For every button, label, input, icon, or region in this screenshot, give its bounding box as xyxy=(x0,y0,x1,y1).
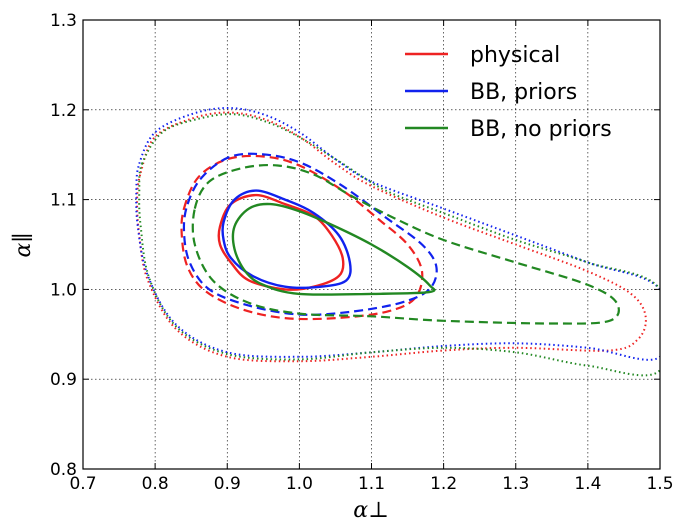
contour-inner-series-3 xyxy=(231,202,436,296)
y-axis-label: α∥ xyxy=(11,232,36,257)
y-tick-label: 1.0 xyxy=(50,280,77,300)
y-tick-label: 0.8 xyxy=(50,460,77,480)
legend-label: BB, priors xyxy=(470,80,577,105)
contour-middle-series-2 xyxy=(182,152,438,316)
x-tick-label: 1.3 xyxy=(502,474,529,494)
contour-inner-series-2 xyxy=(221,189,352,289)
x-tick-label: 1.5 xyxy=(646,474,673,494)
x-tick-label: 0.9 xyxy=(214,474,241,494)
x-tick-label: 1.4 xyxy=(574,474,601,494)
x-axis-label: α⊥ xyxy=(353,498,389,523)
y-axis-ticks: 0.8 0.9 1.0 1.1 1.2 1.3 xyxy=(50,11,660,480)
contour-series-group xyxy=(135,107,660,377)
x-tick-label: 1.2 xyxy=(430,474,457,494)
x-tick-label: 0.8 xyxy=(142,474,169,494)
plot-area xyxy=(135,107,660,377)
y-tick-label: 1.1 xyxy=(50,191,77,211)
contour-outer-series-3 xyxy=(138,113,660,377)
x-axis-ticks: 0.7 0.8 0.9 1.0 1.1 1.2 1.3 1.4 1.5 xyxy=(69,20,674,494)
x-tick-label: 1.0 xyxy=(286,474,313,494)
x-tick-label: 1.1 xyxy=(358,474,385,494)
contour-middle-series-1 xyxy=(180,154,424,321)
y-tick-label: 1.3 xyxy=(50,11,77,31)
legend: physical BB, priors BB, no priors xyxy=(405,43,612,142)
contour-outer-series-2 xyxy=(135,107,660,361)
contour-middle-series-3 xyxy=(191,163,620,325)
contour-inner-series-1 xyxy=(217,193,345,291)
y-tick-label: 1.2 xyxy=(50,101,77,121)
legend-label: BB, no priors xyxy=(470,117,612,142)
x-tick-label: 0.7 xyxy=(69,474,96,494)
y-tick-label: 0.9 xyxy=(50,370,77,390)
legend-label: physical xyxy=(470,43,560,68)
